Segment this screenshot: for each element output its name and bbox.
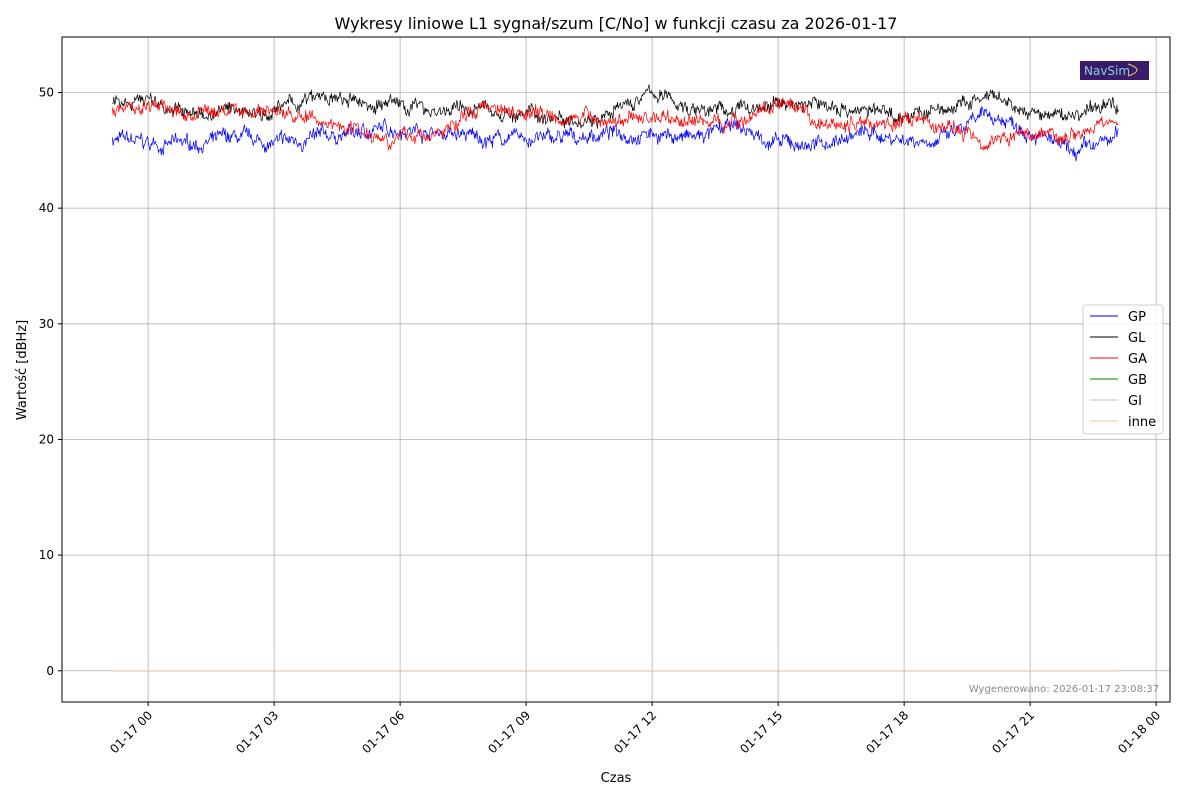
svg-text:NavSim: NavSim (1084, 64, 1130, 78)
y-tick-label: 10 (39, 548, 54, 562)
chart-title: Wykresy liniowe L1 sygnał/szum [C/No] w … (335, 14, 898, 33)
legend: GP GL GA GB GI inne (1082, 304, 1164, 435)
x-tick-label: 01-17 21 (989, 708, 1037, 756)
x-tick-label: 01-17 12 (611, 708, 659, 756)
x-tick-label: 01-18 00 (1115, 708, 1163, 756)
y-tick-label: 50 (39, 86, 54, 100)
y-tick-label: 20 (39, 432, 54, 446)
x-tick-label: 01-17 06 (359, 708, 407, 756)
legend-label-gi: GI (1128, 394, 1142, 409)
legend-label-gl: GL (1128, 331, 1146, 346)
x-axis-label: Czas (601, 771, 632, 786)
navsim-logo: NavSim (1080, 61, 1149, 80)
x-tick-label: 01-17 18 (863, 708, 911, 756)
x-tick-label: 01-17 00 (107, 708, 155, 756)
x-tick-label: 01-17 03 (233, 708, 281, 756)
grid (62, 37, 1170, 702)
generated-annotation: Wygenerowano: 2026-01-17 23:08:37 (969, 684, 1159, 695)
plot-frame (61, 36, 1171, 703)
x-tick-label: 01-17 15 (737, 708, 785, 756)
series-line-ga (112, 97, 1119, 152)
series-lines (112, 84, 1119, 672)
series-line-gl (112, 84, 1119, 129)
series-line-gp (112, 105, 1119, 162)
y-tick-label: 40 (39, 201, 54, 215)
y-tick-label: 0 (46, 664, 54, 678)
legend-label-gb: GB (1128, 373, 1147, 388)
legend-label-inne: inne (1128, 415, 1156, 430)
x-tick-label: 01-17 09 (485, 708, 533, 756)
y-tick-label: 30 (39, 317, 54, 331)
axis-ticks: 0 10 20 30 40 50 01-17 00 01-17 03 01-17 06 01-17… (39, 86, 1164, 757)
legend-label-ga: GA (1128, 352, 1147, 367)
legend-label-gp: GP (1128, 310, 1146, 325)
y-axis-label: Wartość [dBHz] (15, 320, 30, 420)
